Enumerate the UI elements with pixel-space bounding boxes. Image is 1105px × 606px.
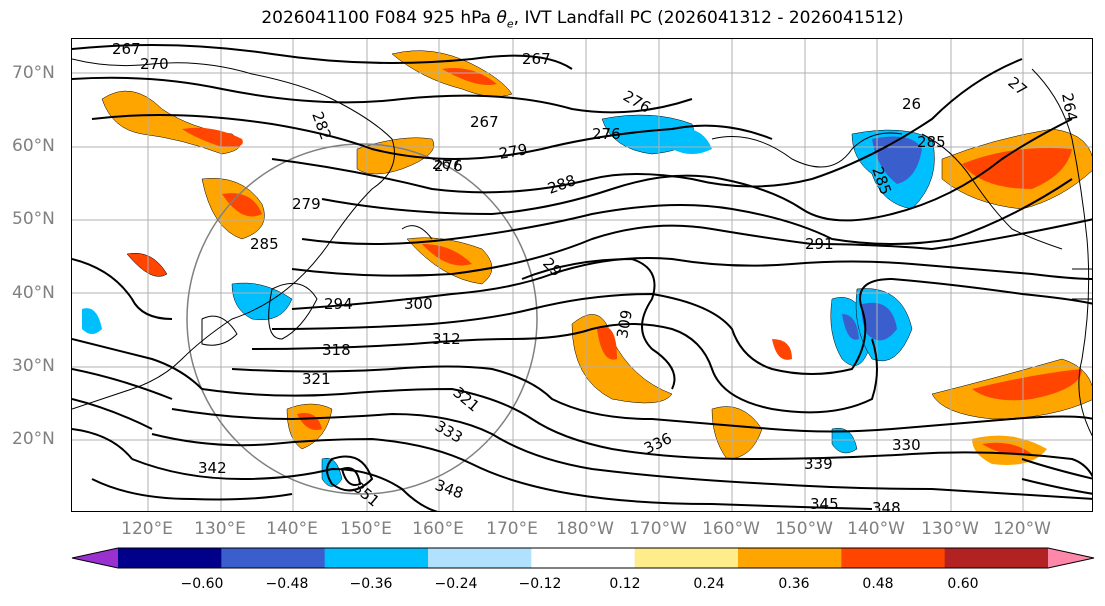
colorbar [71, 547, 1095, 569]
map-svg: 267 270 267 267 276 282 267 276 279 288 … [72, 39, 1092, 512]
contour-label: 282 [308, 109, 335, 142]
colorbar-outline [71, 547, 1095, 569]
contour-label: 267 [470, 113, 499, 131]
contour-label: 267 [112, 40, 141, 58]
map-panel: 267 270 267 267 276 282 267 276 279 288 … [71, 38, 1093, 512]
contour-label: 336 [641, 429, 675, 457]
lon-label-150e: 150°E [340, 519, 392, 539]
contour-labels: 267 270 267 267 276 282 267 276 279 288 … [112, 40, 1081, 512]
contour-label: 279 [498, 140, 529, 163]
colorbar-segment [634, 548, 739, 568]
contour-label: 291 [805, 235, 834, 253]
lon-label-160e: 160°E [412, 519, 464, 539]
colorbar-segment [531, 548, 636, 568]
lon-label-130w: 130°W [921, 519, 979, 539]
colorbar-segment [118, 548, 222, 568]
contour-label: 267 [522, 50, 551, 68]
colorbar-tick: 0.12 [609, 576, 641, 592]
lon-label-120e: 120°E [121, 519, 173, 539]
colorbar-segment [428, 548, 532, 568]
lat-label-60n: 60°N [12, 136, 55, 156]
contour-label: 345 [810, 495, 839, 512]
lon-label-150w: 150°W [775, 519, 833, 539]
lon-label-140e: 140°E [266, 519, 318, 539]
contour-label: 285 [250, 235, 279, 253]
contour-label: 270 [140, 55, 169, 73]
lat-label-40n: 40°N [12, 283, 55, 303]
colorbar-tick: −0.24 [434, 576, 478, 592]
colorbar-segment [841, 548, 946, 568]
map-title: 2026041100 F084 925 hPa θe, IVT Landfall… [261, 8, 904, 31]
contour-label: 264 [1058, 92, 1081, 123]
contour-label: 267 [432, 155, 461, 173]
colorbar-tick: −0.60 [180, 576, 224, 592]
colorbar-extend-max [1048, 548, 1094, 568]
coastlines [72, 58, 1092, 437]
contour-label: 26 [902, 95, 921, 113]
colorbar-tick: −0.48 [265, 576, 309, 592]
colorbar-tick: 0.24 [693, 576, 725, 592]
contour-label: 339 [804, 455, 833, 473]
contour-label: 351 [349, 478, 383, 510]
contour-label: 288 [545, 171, 578, 198]
landfall-region-circle [186, 143, 538, 495]
contour-label: 342 [198, 459, 227, 477]
contour-label: 285 [917, 133, 946, 151]
colorbar-segment [221, 548, 326, 568]
lat-label-30n: 30°N [12, 356, 55, 376]
contour-label: 294 [324, 295, 353, 313]
lat-label-20n: 20°N [12, 429, 55, 449]
contour-label: 348 [872, 499, 901, 512]
lon-label-160w: 160°W [702, 519, 760, 539]
contour-label: 330 [892, 436, 921, 454]
lon-label-120w: 120°W [993, 519, 1051, 539]
lon-label-170w: 170°W [629, 519, 687, 539]
colorbar-tick: 0.36 [778, 576, 810, 592]
lon-label-180w: 180°W [556, 519, 614, 539]
contour-label: 27 [1004, 73, 1030, 99]
lat-label-50n: 50°N [12, 209, 55, 229]
lon-label-130e: 130°E [194, 519, 246, 539]
contour-label: 321 [449, 383, 483, 415]
contour-label: 321 [302, 370, 331, 388]
contour-label: 348 [433, 476, 466, 503]
ivt-fill-layer [82, 50, 1092, 487]
lat-label-70n: 70°N [12, 63, 55, 83]
graticule [72, 39, 1092, 511]
contour-label: 312 [432, 330, 461, 348]
theta-e-contours [72, 44, 1092, 511]
colorbar-tick: −0.12 [518, 576, 562, 592]
colorbar-tick: −0.36 [349, 576, 393, 592]
contour-label: 300 [404, 295, 433, 313]
contour-label: 276 [592, 125, 621, 143]
colorbar-segment [324, 548, 429, 568]
lon-label-140w: 140°W [847, 519, 905, 539]
colorbar-extend-min [72, 548, 118, 568]
contour-label: 276 [434, 157, 463, 175]
colorbar-segment [738, 548, 842, 568]
colorbar-tick: 0.60 [947, 576, 979, 592]
colorbar-tick: 0.48 [862, 576, 894, 592]
contour-label: 279 [292, 195, 321, 213]
lon-label-170e: 170°E [486, 519, 538, 539]
colorbar-segment [944, 548, 1049, 568]
contour-label: 309 [613, 308, 636, 339]
contour-label: 318 [322, 341, 351, 359]
